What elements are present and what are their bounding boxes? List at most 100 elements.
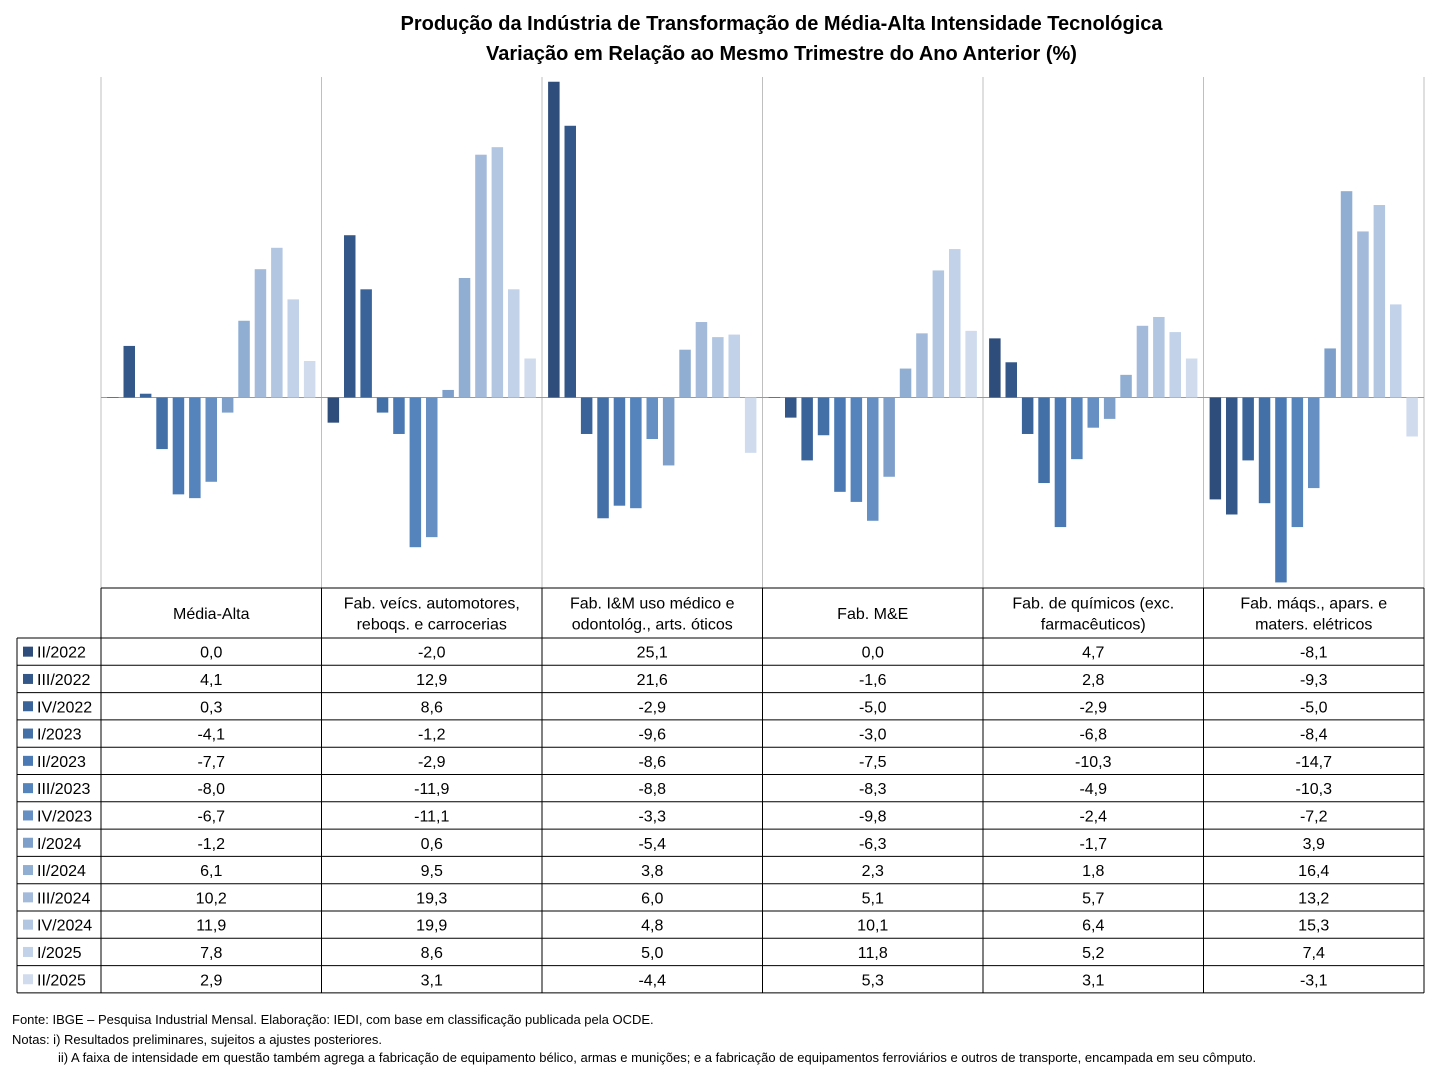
category-label: reboqs. e carrocerias bbox=[357, 617, 507, 634]
value-label: -10,3 bbox=[1075, 754, 1112, 771]
value-label: 5,7 bbox=[1082, 890, 1104, 907]
value-label: 0,3 bbox=[200, 699, 222, 716]
bar bbox=[287, 299, 299, 398]
bar bbox=[1169, 332, 1181, 398]
legend-swatch bbox=[23, 701, 33, 712]
bar bbox=[1071, 397, 1083, 460]
bar bbox=[1291, 397, 1304, 528]
value-label: -5,0 bbox=[1300, 699, 1328, 716]
value-label: 11,9 bbox=[196, 918, 226, 935]
category-label: farmacêuticos) bbox=[1041, 617, 1146, 634]
legend-swatch bbox=[23, 974, 33, 985]
value-label: 5,0 bbox=[641, 945, 663, 962]
value-label: 13,2 bbox=[1298, 890, 1329, 907]
value-label: -4,1 bbox=[197, 727, 225, 744]
value-label: -8,6 bbox=[638, 754, 666, 771]
value-label: 25,1 bbox=[637, 645, 668, 662]
bar bbox=[630, 397, 642, 509]
value-label: -2,9 bbox=[1079, 699, 1107, 716]
chart-subtitle: Variação em Relação ao Mesmo Trimestre d… bbox=[486, 43, 1077, 65]
value-label: 1,8 bbox=[1082, 863, 1104, 880]
value-label: 3,9 bbox=[1303, 836, 1325, 853]
value-label: 7,4 bbox=[1303, 945, 1325, 962]
category-label: Fab. veícs. automotores, bbox=[344, 596, 520, 613]
value-label: -9,8 bbox=[859, 808, 887, 825]
value-label: -10,3 bbox=[1296, 781, 1333, 798]
value-label: 16,4 bbox=[1298, 863, 1329, 880]
bar bbox=[679, 349, 691, 398]
bar bbox=[768, 397, 781, 398]
legend-swatch bbox=[23, 728, 33, 739]
value-label: -8,8 bbox=[638, 781, 666, 798]
series-label: I/2023 bbox=[37, 727, 82, 744]
value-label: -8,3 bbox=[859, 781, 887, 798]
value-label: -9,6 bbox=[638, 727, 666, 744]
value-label: 0,0 bbox=[200, 645, 222, 662]
category-label: Fab. I&M uso médico e bbox=[570, 596, 735, 613]
bar bbox=[613, 397, 626, 506]
bar bbox=[139, 393, 152, 398]
bar bbox=[123, 345, 135, 398]
bar bbox=[376, 397, 389, 413]
value-label: -7,7 bbox=[197, 754, 225, 771]
bar bbox=[205, 397, 217, 482]
value-label: -3,3 bbox=[638, 808, 666, 825]
value-label: -14,7 bbox=[1296, 754, 1333, 771]
value-label: -5,0 bbox=[859, 699, 887, 716]
value-label: 5,2 bbox=[1082, 945, 1104, 962]
legend-swatch bbox=[23, 783, 33, 794]
value-label: 0,6 bbox=[421, 836, 443, 853]
legend-swatch bbox=[23, 892, 33, 903]
bar bbox=[744, 397, 757, 453]
bar bbox=[1357, 231, 1369, 398]
value-label: -1,2 bbox=[197, 836, 225, 853]
bar bbox=[834, 397, 846, 492]
value-label: -5,4 bbox=[638, 836, 666, 853]
value-label: 3,1 bbox=[1082, 972, 1104, 989]
value-label: -8,4 bbox=[1300, 727, 1328, 744]
note-2: ii) A faixa de intensidade em questão ta… bbox=[58, 1050, 1257, 1065]
bar bbox=[1038, 397, 1050, 484]
bar bbox=[850, 397, 863, 502]
bar bbox=[1258, 397, 1271, 504]
value-label: 19,9 bbox=[416, 918, 447, 935]
series-label: III/2024 bbox=[37, 890, 90, 907]
bar bbox=[695, 322, 708, 398]
chart-title: Produção da Indústria de Transformação d… bbox=[400, 13, 1163, 35]
legend-swatch bbox=[23, 673, 33, 684]
bar bbox=[1087, 397, 1099, 428]
value-label: 9,5 bbox=[421, 863, 443, 880]
value-label: -1,6 bbox=[859, 672, 887, 689]
bar bbox=[238, 320, 250, 398]
value-label: 2,3 bbox=[862, 863, 884, 880]
value-label: 2,8 bbox=[1082, 672, 1104, 689]
series-label: II/2023 bbox=[37, 754, 86, 771]
value-label: -6,7 bbox=[197, 808, 225, 825]
value-label: -9,3 bbox=[1300, 672, 1328, 689]
bar bbox=[1185, 358, 1198, 398]
value-label: 11,8 bbox=[858, 945, 888, 962]
value-label: 21,6 bbox=[637, 672, 668, 689]
value-label: -3,0 bbox=[859, 727, 887, 744]
bar bbox=[1136, 325, 1149, 398]
bar bbox=[564, 125, 576, 398]
value-label: -8,0 bbox=[197, 781, 225, 798]
value-label: 8,6 bbox=[421, 945, 443, 962]
value-label: 12,9 bbox=[416, 672, 447, 689]
bar bbox=[508, 289, 520, 398]
category-label: odontológ., arts. óticos bbox=[572, 617, 733, 634]
legend-swatch bbox=[23, 755, 33, 766]
value-label: 10,1 bbox=[857, 918, 888, 935]
series-label: IV/2022 bbox=[37, 699, 92, 716]
value-label: -8,1 bbox=[1300, 645, 1328, 662]
value-label: 4,7 bbox=[1082, 645, 1104, 662]
legend-swatch bbox=[23, 946, 33, 957]
category-label: maters. elétricos bbox=[1255, 617, 1372, 634]
series-label: IV/2024 bbox=[37, 918, 92, 935]
value-label: 7,8 bbox=[200, 945, 222, 962]
bar bbox=[524, 358, 536, 398]
value-label: 3,8 bbox=[641, 863, 663, 880]
value-label: 0,0 bbox=[862, 645, 884, 662]
bar bbox=[1209, 397, 1222, 500]
value-label: 8,6 bbox=[421, 699, 443, 716]
